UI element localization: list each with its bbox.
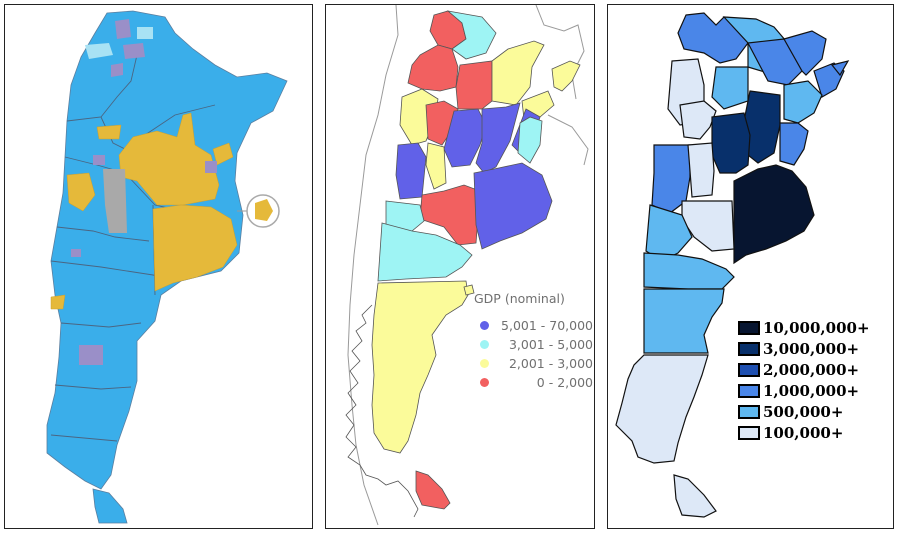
population-provinces	[615, 12, 850, 518]
gdp-legend-swatch	[480, 359, 489, 368]
gdp-region-north-cyan	[446, 10, 497, 60]
gdp-region-santiago	[475, 102, 521, 174]
gdp-map	[345, 5, 589, 526]
gdp-legend-title: GDP (nominal)	[474, 291, 565, 306]
gdp-region-tierra-del-fuego	[415, 470, 451, 510]
population-legend: 10,000,000+ 3,000,000+ 2,000,000+ 1,000,…	[738, 317, 870, 443]
election-map	[46, 10, 288, 524]
population-legend-label: 500,000+	[763, 402, 844, 421]
pop-region-chubut	[643, 288, 725, 354]
pop-region-santiago	[711, 112, 751, 174]
pop-region-sanluis	[687, 142, 715, 198]
election-map-panel	[4, 4, 313, 529]
population-legend-item: 500,000+	[738, 401, 870, 422]
pop-region-santa-cruz	[615, 354, 709, 464]
gdp-region-mendoza	[395, 142, 427, 200]
population-map	[615, 12, 850, 518]
population-legend-label: 1,000,000+	[763, 381, 860, 400]
gdp-legend-item: 0 - 2,000	[476, 373, 594, 392]
pop-region-neuquen	[645, 204, 693, 262]
population-legend-swatch	[738, 425, 760, 440]
pop-region-catamarca	[679, 100, 717, 140]
population-legend-item: 1,000,000+	[738, 380, 870, 401]
population-legend-swatch	[738, 341, 760, 356]
pop-region-tucuman	[711, 66, 749, 110]
pop-region-buenos-aires	[733, 164, 815, 265]
gdp-region-tucuman	[443, 108, 487, 168]
population-legend-label: 2,000,000+	[763, 360, 860, 379]
gdp-legend-label: 5,001 - 70,000	[501, 318, 593, 333]
chile-coast	[345, 304, 419, 518]
population-legend-item: 3,000,000+	[738, 338, 870, 359]
inset-gold-area	[255, 199, 273, 221]
gdp-legend-label: 0 - 2,000	[536, 375, 593, 390]
gdp-region-rionegro	[377, 222, 473, 282]
population-legend-item: 2,000,000+	[738, 359, 870, 380]
gray-region	[103, 169, 127, 233]
gdp-region-ne-yellow	[491, 40, 545, 106]
population-legend-label: 100,000+	[763, 423, 844, 442]
pop-region-misiones-tip	[830, 60, 850, 77]
population-map-panel: 10,000,000+ 3,000,000+ 2,000,000+ 1,000,…	[607, 4, 894, 529]
population-legend-swatch	[738, 362, 760, 377]
gdp-region-jujuy	[407, 44, 459, 92]
population-legend-swatch	[738, 404, 760, 419]
population-legend-item: 10,000,000+	[738, 317, 870, 338]
gdp-legend-item: 2,001 - 3,000	[476, 354, 594, 373]
purple-municipalities	[71, 19, 217, 365]
population-legend-swatch	[738, 383, 760, 398]
pop-region-rionegro	[643, 252, 735, 290]
gdp-region-east-cyan	[517, 116, 543, 164]
pop-region-formosa	[783, 30, 827, 76]
population-legend-swatch	[738, 320, 760, 335]
population-legend-label: 10,000,000+	[763, 318, 870, 337]
gdp-legend-swatch	[480, 321, 489, 330]
gdp-region-laroja	[425, 142, 447, 190]
gdp-map-panel: GDP (nominal) 5,001 - 70,000 3,001 - 5,0…	[325, 4, 595, 529]
population-legend-item: 100,000+	[738, 422, 870, 443]
gdp-legend-label: 2,001 - 3,000	[508, 356, 593, 371]
gdp-provinces	[371, 10, 581, 510]
tierra-del-fuego	[92, 488, 128, 524]
gdp-region-salta-red	[455, 60, 493, 110]
gdp-region-small-islet	[463, 284, 475, 296]
gdp-legend-swatch	[480, 378, 489, 387]
pop-region-entre-rios	[779, 122, 809, 166]
population-legend-label: 3,000,000+	[763, 339, 860, 358]
gdp-legend-item: 3,001 - 5,000	[476, 335, 594, 354]
pop-region-tierra-del-fuego	[673, 474, 717, 518]
gdp-legend-item: 5,001 - 70,000	[476, 316, 594, 335]
gdp-legend: GDP (nominal) 5,001 - 70,000 3,001 - 5,0…	[474, 291, 594, 392]
gdp-region-chubut	[371, 280, 469, 454]
gdp-legend-swatch	[480, 340, 489, 349]
pop-region-lapampa	[681, 200, 735, 252]
cyan-municipalities	[85, 27, 153, 59]
gdp-legend-label: 3,001 - 5,000	[508, 337, 593, 352]
gdp-region-buenos-aires	[473, 162, 553, 250]
pop-region-north-west	[677, 12, 749, 64]
gdp-region-misiones	[551, 60, 581, 92]
gold-municipalities	[50, 112, 238, 310]
pop-region-corrientes	[783, 80, 823, 124]
